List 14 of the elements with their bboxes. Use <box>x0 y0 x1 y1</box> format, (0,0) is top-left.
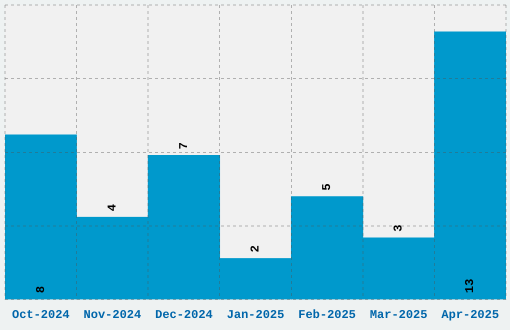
data-label: 2 <box>248 245 263 252</box>
x-tick-label: Nov-2024 <box>84 308 142 322</box>
data-label: 4 <box>105 204 120 212</box>
x-tick-label: Mar-2025 <box>370 308 428 322</box>
x-tick-label: Jan-2025 <box>226 308 284 322</box>
x-tick-label: Apr-2025 <box>441 308 500 322</box>
data-label: 5 <box>320 183 334 191</box>
data-label: 13 <box>463 278 478 294</box>
x-tick-label: Feb-2025 <box>298 308 356 322</box>
data-label: 7 <box>176 142 191 150</box>
x-tick-label: Oct-2024 <box>12 308 70 322</box>
data-label: 8 <box>34 286 48 294</box>
data-label: 3 <box>392 224 406 232</box>
x-tick-label: Dec-2024 <box>155 308 213 322</box>
